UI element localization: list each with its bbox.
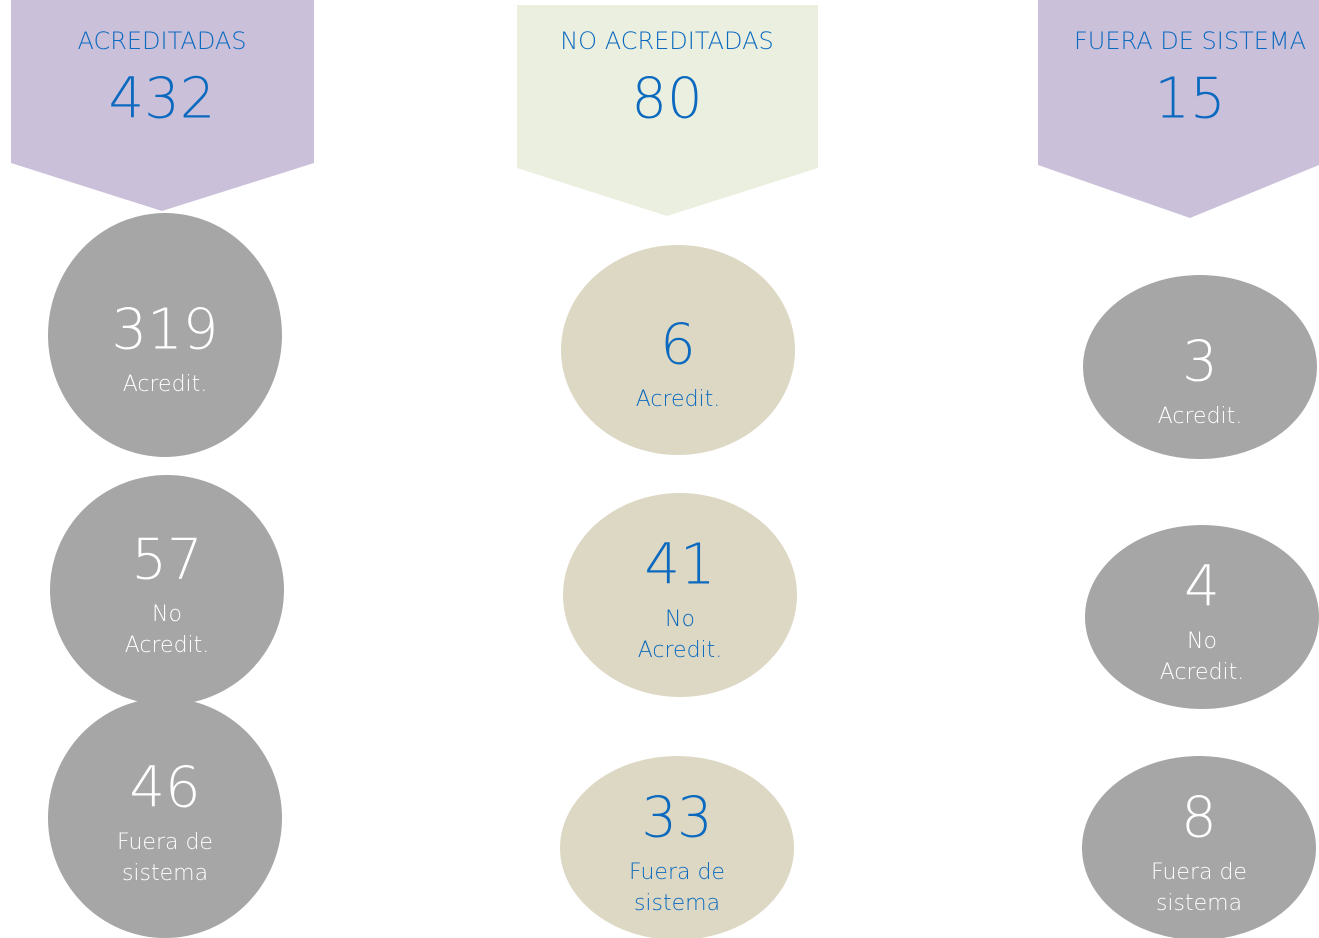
count-label: Acredit. <box>636 387 721 412</box>
header-arrow <box>517 5 818 216</box>
count-circle <box>48 213 282 457</box>
count-label: sistema <box>122 861 208 886</box>
count-value: 41 <box>644 532 715 597</box>
header-value: 80 <box>631 66 702 131</box>
count-label: Acredit. <box>125 633 210 658</box>
header-value: 15 <box>1154 66 1225 131</box>
count-circle <box>1085 525 1319 709</box>
count-label: Acredit. <box>1158 404 1243 429</box>
count-label: Fuera de <box>629 860 725 885</box>
count-label: Fuera de <box>117 830 213 855</box>
count-value: 8 <box>1181 785 1217 850</box>
count-circle <box>563 493 797 697</box>
count-circle <box>1082 756 1316 938</box>
count-value: 33 <box>641 785 712 850</box>
header-value: 432 <box>109 66 216 131</box>
count-circle <box>1083 275 1317 459</box>
count-label: Fuera de <box>1151 860 1247 885</box>
header-title: ACREDITADAS <box>77 27 246 55</box>
count-circle <box>561 245 795 455</box>
count-circle <box>50 475 284 705</box>
header-arrow <box>1038 0 1319 218</box>
count-label: Acredit. <box>1160 660 1245 685</box>
count-label: Acredit. <box>638 638 723 663</box>
count-circle <box>560 756 794 938</box>
header-title: FUERA DE SISTEMA <box>1074 27 1306 55</box>
count-label: sistema <box>634 891 720 916</box>
count-label: No <box>1187 629 1217 654</box>
count-value: 57 <box>131 527 202 592</box>
count-value: 6 <box>660 312 696 377</box>
header-title: NO ACREDITADAS <box>560 27 774 55</box>
count-label: No <box>665 607 695 632</box>
header-arrow <box>11 0 314 211</box>
count-label: sistema <box>1156 891 1242 916</box>
count-circle <box>48 698 282 938</box>
count-value: 319 <box>112 297 219 362</box>
count-value: 46 <box>129 755 200 820</box>
count-label: No <box>152 602 182 627</box>
count-value: 3 <box>1182 329 1218 394</box>
count-label: Acredit. <box>123 372 208 397</box>
count-value: 4 <box>1184 554 1220 619</box>
